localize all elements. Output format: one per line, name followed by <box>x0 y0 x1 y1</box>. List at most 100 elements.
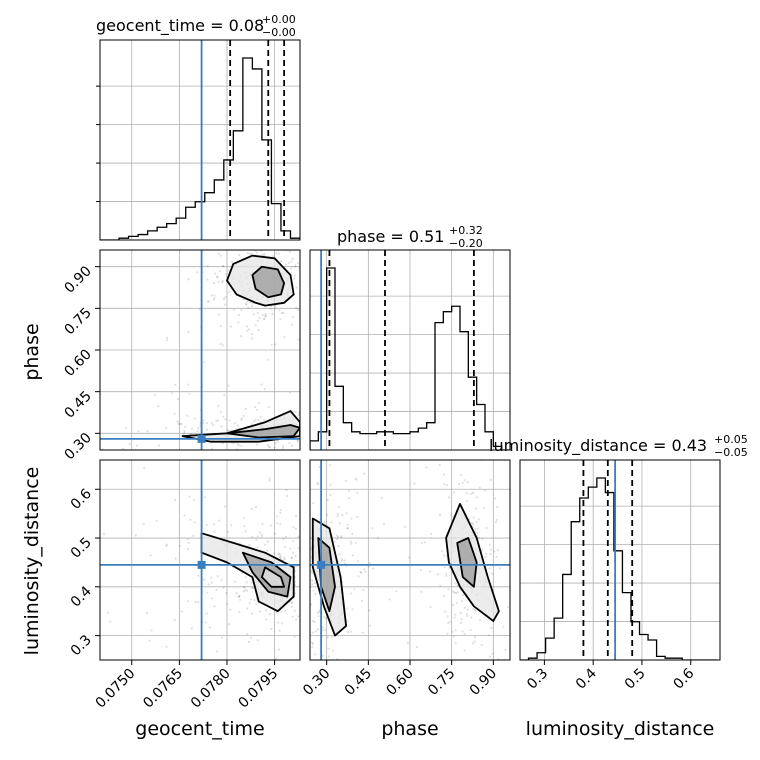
sample-point <box>293 277 296 280</box>
sample-point <box>466 608 469 611</box>
sample-point <box>353 427 355 429</box>
sample-point <box>189 518 192 521</box>
sample-point <box>305 562 307 564</box>
x-tick-label: 0.3 <box>524 666 551 693</box>
sample-point <box>338 697 340 699</box>
sample-point <box>281 446 284 449</box>
sample-point <box>238 594 241 598</box>
sample-point <box>248 640 251 644</box>
sample-point <box>327 655 331 658</box>
sample-point <box>547 599 549 601</box>
y-tick-label: 0.45 <box>61 388 94 421</box>
sample-point <box>352 456 354 458</box>
sample-point <box>575 559 577 561</box>
sample-point <box>216 419 220 422</box>
sample-point <box>351 482 353 484</box>
sample-point <box>178 422 182 426</box>
sample-point <box>215 419 218 422</box>
sample-point <box>488 543 491 546</box>
sample-point <box>183 430 186 433</box>
title-phase: phase = 0.51 <box>337 227 444 246</box>
sample-point <box>212 298 215 301</box>
sample-point <box>356 515 359 519</box>
sample-point <box>251 535 254 538</box>
sample-point <box>174 383 177 386</box>
sample-point <box>276 515 279 518</box>
sample-point <box>188 495 191 498</box>
sample-point <box>471 523 475 526</box>
sample-point <box>450 713 452 715</box>
sample-point <box>256 546 259 549</box>
sample-point <box>330 636 333 639</box>
sample-point <box>244 589 247 592</box>
sample-point <box>283 336 286 339</box>
sample-point <box>330 747 332 749</box>
sample-point <box>275 657 278 660</box>
sample-point <box>294 592 297 595</box>
sample-point <box>511 598 513 600</box>
sample-point <box>432 540 434 542</box>
sample-point <box>260 533 263 536</box>
sample-point <box>439 584 442 587</box>
sample-point <box>514 537 516 539</box>
sample-point <box>357 591 359 593</box>
sample-point <box>297 547 300 550</box>
sample-point <box>502 625 505 628</box>
sample-point <box>255 225 257 227</box>
sample-point <box>305 294 307 296</box>
sample-point <box>237 321 240 324</box>
sample-point <box>223 393 226 397</box>
sample-point <box>244 530 247 533</box>
sample-point <box>294 265 297 268</box>
sample-point <box>311 642 315 646</box>
sample-point <box>350 542 353 545</box>
sample-point <box>157 405 160 408</box>
sample-point <box>246 329 249 332</box>
sample-point <box>351 608 354 611</box>
sample-point <box>263 317 266 320</box>
sample-point <box>314 630 317 633</box>
sample-point <box>292 540 295 543</box>
sample-point <box>254 324 257 327</box>
sample-point <box>213 530 216 533</box>
truth-marker <box>197 434 206 443</box>
sample-point <box>365 619 367 621</box>
sample-point <box>280 260 283 263</box>
sample-point <box>210 422 214 425</box>
sample-point <box>237 595 240 598</box>
sample-point <box>292 525 295 529</box>
sample-point <box>312 589 315 592</box>
sample-point <box>233 422 236 425</box>
sample-point <box>217 252 220 255</box>
sample-point <box>499 567 502 570</box>
sample-point <box>334 436 336 438</box>
sample-point <box>286 627 288 629</box>
sample-point <box>166 218 168 220</box>
sample-point <box>90 378 92 380</box>
title-geocent-time-minus: −0.00 <box>262 26 296 39</box>
sample-point <box>268 477 271 480</box>
sample-point <box>291 244 293 246</box>
sample-point <box>256 443 259 446</box>
panel-content <box>90 218 399 484</box>
sample-point <box>397 430 399 432</box>
contour-level <box>456 537 478 588</box>
sample-point <box>323 692 325 694</box>
x-tick-label: 0.30 <box>300 666 333 699</box>
sample-point <box>353 588 356 591</box>
sample-point <box>294 514 298 518</box>
sample-point <box>323 628 326 632</box>
sample-point <box>213 281 216 285</box>
sample-point <box>229 608 232 611</box>
sample-point <box>165 544 168 548</box>
sample-point <box>345 417 347 419</box>
sample-point <box>174 498 177 502</box>
sample-point <box>316 481 319 484</box>
sample-point <box>440 549 443 553</box>
sample-point <box>291 246 293 248</box>
sample-point <box>250 252 253 255</box>
sample-point <box>395 438 397 440</box>
sample-point <box>335 495 337 497</box>
sample-point <box>470 522 473 525</box>
sample-point <box>351 315 353 317</box>
